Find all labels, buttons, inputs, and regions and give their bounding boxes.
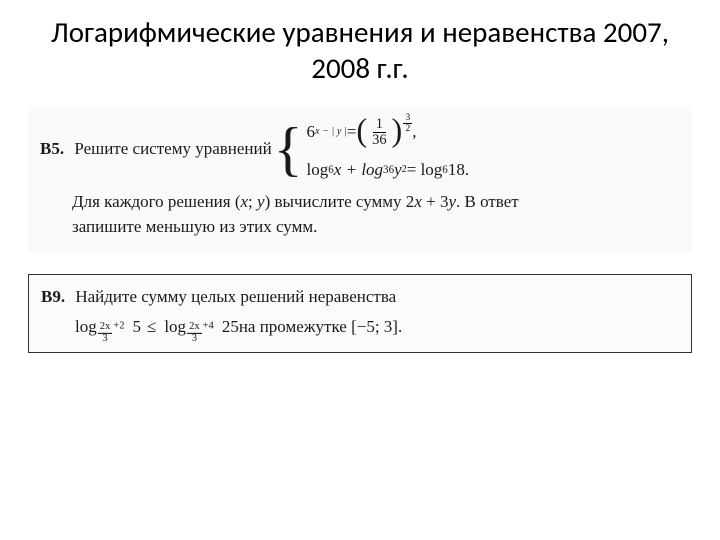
eq1-expfrac-den: 2 bbox=[403, 124, 412, 134]
b5-prompt-line: В5. Решите систему уравнений { 6 x − | y… bbox=[40, 117, 680, 183]
b9-prompt: Найдите сумму целых решений неравенства bbox=[75, 287, 396, 306]
b5-f1f: x bbox=[414, 192, 422, 211]
b9-b2den: 3 bbox=[192, 333, 197, 344]
b5-f1h: y bbox=[448, 192, 456, 211]
b5-follow: Для каждого решения (x; y) вычислите сум… bbox=[40, 190, 680, 239]
eq1-tail: , bbox=[412, 120, 416, 145]
b9-arg1: 5 bbox=[132, 315, 141, 340]
eq2-b2: 36 bbox=[383, 162, 394, 178]
b5-eq2: log 6 x + log 36 y 2 = log 6 18. bbox=[307, 158, 470, 183]
b5-f1d: y bbox=[257, 192, 265, 211]
b5-f1c: ; bbox=[248, 192, 257, 211]
eq1-eq: = bbox=[347, 120, 357, 145]
b5-f1a: Для каждого решения ( bbox=[72, 192, 241, 211]
b9-logtxt2: log bbox=[164, 315, 186, 340]
problem-b5: В5. Решите систему уравнений { 6 x − | y… bbox=[28, 107, 692, 252]
eq1-exp: x − | y | bbox=[315, 125, 347, 140]
b9-b2num: 2x bbox=[189, 321, 200, 332]
eq2-eq: = log bbox=[407, 158, 443, 183]
b9-inequality: log 2x 3 +2 5 ≤ log 2x 3 +4 25 на пром bbox=[41, 315, 679, 340]
b9-prompt-line: В9. Найдите сумму целых решений неравенс… bbox=[41, 285, 679, 310]
slide-title: Логарифмические уравнения и неравенства … bbox=[0, 0, 720, 97]
b9-log1: log 2x 3 +2 bbox=[75, 315, 124, 340]
b5-f1i: . В ответ bbox=[456, 192, 519, 211]
b9-b2add: +4 bbox=[203, 322, 214, 333]
eq1-base: 6 bbox=[307, 120, 316, 145]
b9-interval: на промежутке [−5; 3]. bbox=[239, 315, 402, 340]
problem-b9: В9. Найдите сумму целых решений неравенс… bbox=[28, 274, 692, 353]
brace-icon: { bbox=[274, 127, 303, 172]
b9-log2: log 2x 3 +4 bbox=[164, 315, 213, 340]
eq1-frac: 1 36 bbox=[369, 117, 389, 148]
eq1-frac-den: 36 bbox=[369, 133, 389, 148]
eq1-frac-num: 1 bbox=[373, 117, 386, 133]
eq2-a2: y bbox=[394, 158, 402, 183]
lparen-icon: ( bbox=[356, 121, 367, 140]
b5-prompt: Решите систему уравнений bbox=[74, 139, 271, 158]
b9-arg2: 25 bbox=[222, 315, 239, 340]
b9-b1den: 3 bbox=[102, 333, 107, 344]
b5-eq1: 6 x − | y | = ( 1 36 ) 3 2 , bbox=[307, 117, 470, 148]
rparen-icon: ) bbox=[392, 121, 403, 140]
b9-b1num: 2x bbox=[100, 321, 111, 332]
b5-f1b: x bbox=[241, 192, 249, 211]
eq2-a3: 18. bbox=[448, 158, 469, 183]
b5-label: В5. bbox=[40, 139, 64, 158]
b5-f1e: ) вычислите сумму 2 bbox=[265, 192, 415, 211]
b9-label: В9. bbox=[41, 287, 65, 306]
b9-b1add: +2 bbox=[113, 322, 124, 333]
b5-system: { 6 x − | y | = ( 1 36 ) 3 2 , bbox=[274, 117, 469, 183]
b5-f2: запишите меньшую из этих сумм. bbox=[72, 217, 317, 236]
b9-logtxt1: log bbox=[75, 315, 97, 340]
eq1-exp-frac: 3 2 bbox=[403, 113, 412, 134]
eq2-a1: x + log bbox=[334, 158, 383, 183]
b5-f1g: + 3 bbox=[422, 192, 449, 211]
eq2-log1: log bbox=[307, 158, 329, 183]
b9-le: ≤ bbox=[147, 315, 156, 340]
